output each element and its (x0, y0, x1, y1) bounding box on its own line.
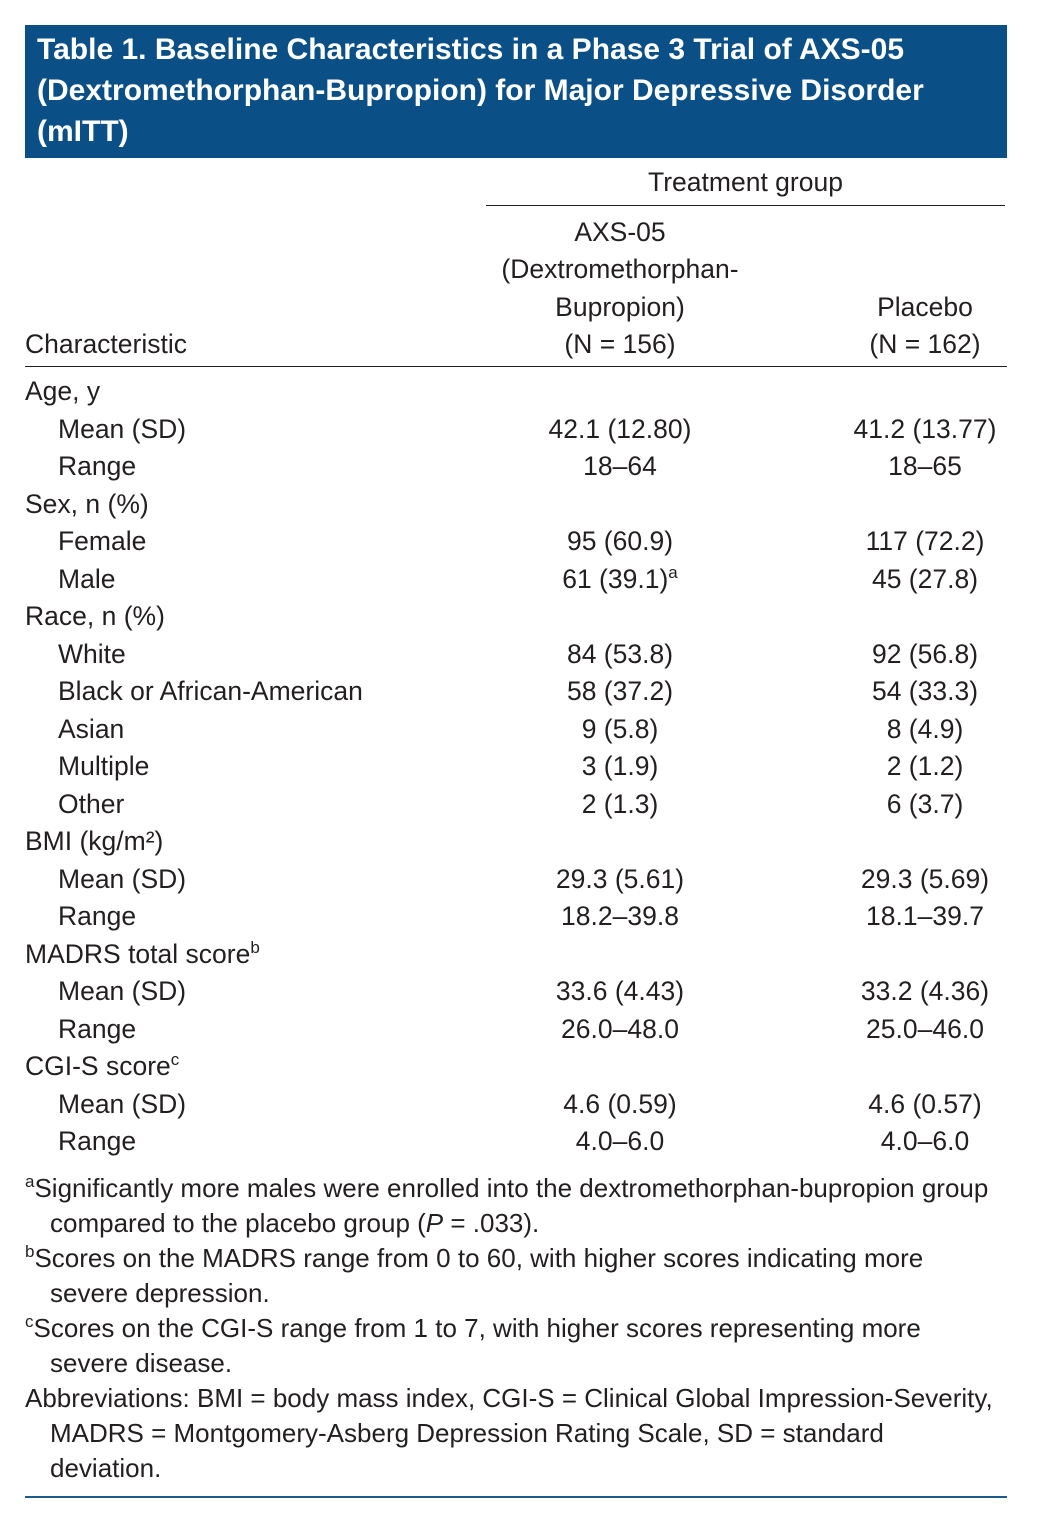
rule (25, 366, 1007, 367)
cell-text: 61 (39.1) (562, 563, 669, 594)
footnote-mark: c (170, 1050, 180, 1069)
table-cell: 18.2–39.8 (561, 901, 679, 931)
row-label: Mean (SD) (58, 1088, 187, 1119)
section-label: CGI-S scorec (25, 1048, 179, 1086)
table-cell: 45 (27.8) (871, 563, 979, 594)
row-label: Range (58, 1126, 137, 1156)
table-cell: 4.6 (0.57) (868, 1088, 982, 1119)
table-cell: 18.1–39.7 (866, 901, 984, 931)
table-cell: 4.6 (0.59) (563, 1088, 677, 1119)
footnote-text: Abbreviations: BMI = body mass index, CG… (25, 1382, 993, 1483)
row-label: Range (58, 1013, 137, 1044)
table-cell: 9 (5.8) (581, 713, 659, 744)
column-header: Placebo (877, 291, 973, 322)
footnote-mark: b (25, 1241, 35, 1261)
column-header: Characteristic (25, 329, 187, 359)
row-label: Male (58, 563, 116, 594)
section-text: BMI (kg/m²) (25, 826, 164, 856)
table-cell: 61 (39.1)a (480, 561, 760, 599)
table-cell: 95 (60.9) (566, 526, 674, 556)
table-cell: 33.2 (4.36) (860, 976, 990, 1006)
column-header: (Dextromethorphan- (501, 254, 739, 284)
row-label: Multiple (58, 751, 150, 781)
table-cell: 2 (1.3) (581, 788, 659, 819)
table-cell: 84 (53.8) (566, 638, 674, 669)
table-title: Table 1. Baseline Characteristics in a P… (25, 25, 1007, 158)
section-label: Race, n (%) (25, 598, 165, 636)
table-cell: 18–64 (583, 451, 657, 481)
table-cell: 6 (3.7) (886, 788, 964, 819)
row-label: Mean (SD) (58, 413, 187, 444)
footnote: cScores on the CGI-S range from 1 to 7, … (25, 1311, 1000, 1381)
table-cell: 4.0–6.0 (880, 1126, 970, 1156)
table-cell: 3 (1.9) (581, 751, 659, 781)
table-cell: 29.3 (5.69) (860, 863, 990, 894)
table-cell: 92 (56.8) (871, 638, 979, 669)
table-cell: 2 (1.2) (886, 751, 964, 781)
footnote-italic: P (425, 1207, 444, 1238)
section-text: CGI-S score (25, 1051, 171, 1081)
row-label: Range (58, 901, 137, 931)
column-header: AXS-05 (574, 216, 666, 247)
row-label: Black or African-American (58, 676, 363, 706)
table-cell: 58 (37.2) (566, 676, 674, 706)
section-label: MADRS total scoreb (25, 936, 260, 974)
section-text: MADRS total score (25, 938, 251, 969)
row-label: Female (58, 526, 147, 556)
table-cell: 33.6 (4.43) (555, 976, 685, 1006)
table-cell: 42.1 (12.80) (548, 413, 692, 444)
table-cell: 18–65 (888, 451, 962, 481)
table-cell: 25.0–46.0 (866, 1013, 984, 1044)
footnote: bScores on the MADRS range from 0 to 60,… (25, 1241, 1000, 1311)
row-label: Asian (58, 713, 125, 744)
table-cell: 117 (72.2) (865, 526, 985, 556)
table-cell: 8 (4.9) (886, 713, 964, 744)
section-label: Sex, n (%) (25, 486, 149, 524)
column-header: (N = 156) (564, 329, 676, 359)
footnote: Abbreviations: BMI = body mass index, CG… (25, 1381, 1000, 1486)
row-label: White (58, 638, 126, 669)
row-label: Range (58, 451, 137, 481)
rule (486, 205, 1005, 206)
footnote-mark: c (25, 1311, 34, 1331)
section-text: Age, y (25, 376, 101, 406)
section-text: Sex, n (%) (25, 488, 149, 519)
row-label: Mean (SD) (58, 863, 187, 894)
footnote-text: Scores on the MADRS range from 0 to 60, … (34, 1242, 924, 1308)
column-spanner: Treatment group (648, 167, 843, 197)
section-label: Age, y (25, 373, 100, 411)
footnote-text: Significantly more males were enrolled i… (34, 1172, 989, 1238)
footnote-text: = .033). (443, 1207, 540, 1238)
section-label: BMI (kg/m²) (25, 823, 163, 861)
footnotes: aSignificantly more males were enrolled … (25, 1171, 1000, 1486)
footnote-text: Scores on the CGI-S range from 1 to 7, w… (33, 1312, 921, 1378)
table-cell: 54 (33.3) (871, 676, 979, 706)
row-label: Mean (SD) (58, 976, 187, 1006)
rule (25, 1496, 1007, 1498)
footnote: aSignificantly more males were enrolled … (25, 1171, 1000, 1241)
footnote-mark: b (250, 937, 260, 957)
table-cell: 41.2 (13.77) (853, 413, 997, 444)
footnote-mark: a (25, 1171, 35, 1191)
section-text: Race, n (%) (25, 601, 165, 631)
table-cell: 29.3 (5.61) (555, 863, 685, 894)
table-cell: 26.0–48.0 (561, 1013, 679, 1044)
row-label: Other (58, 788, 125, 819)
table-cell: 4.0–6.0 (575, 1126, 665, 1156)
footnote-mark: a (668, 562, 678, 582)
column-header: Bupropion) (555, 291, 685, 322)
column-header: (N = 162) (869, 329, 981, 359)
